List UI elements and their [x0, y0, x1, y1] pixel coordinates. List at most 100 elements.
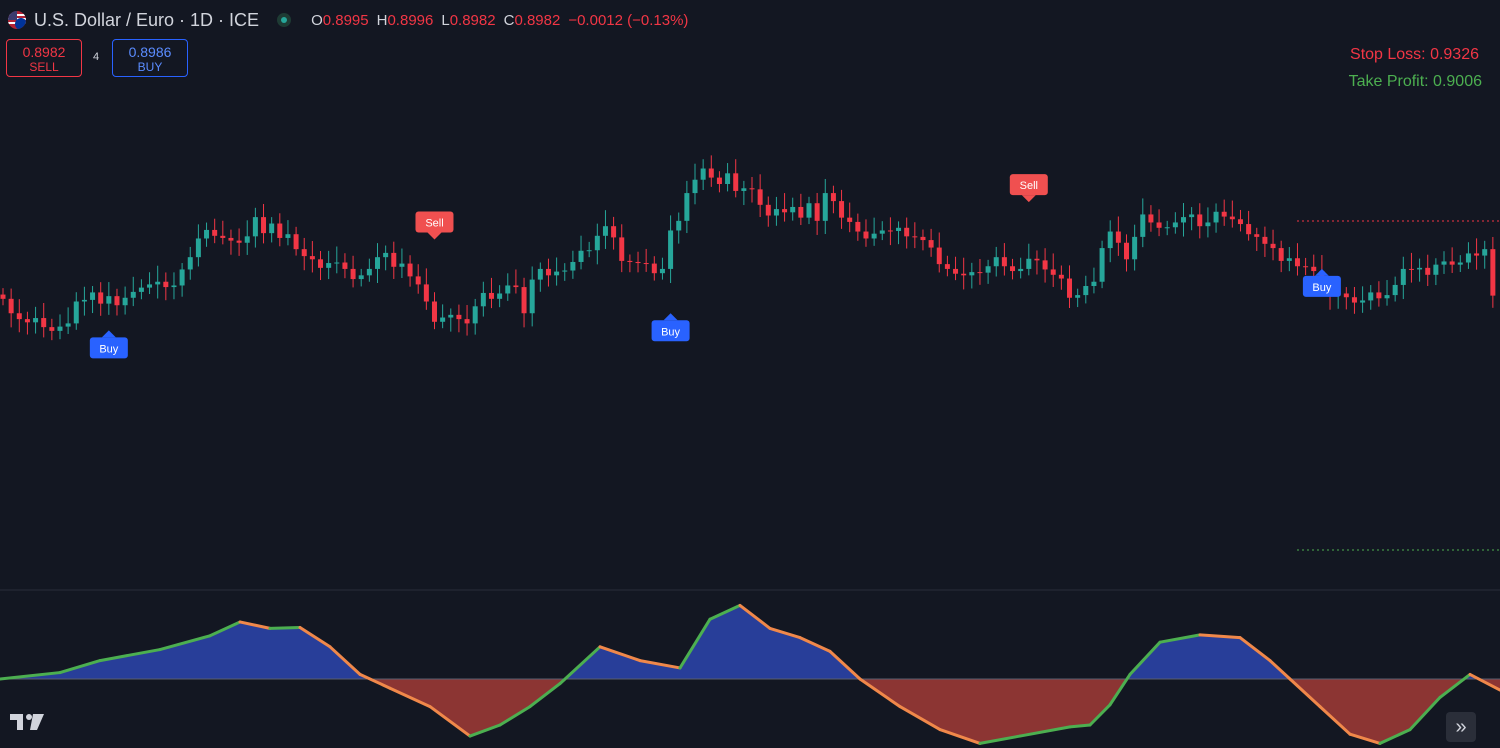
sell-signal-marker[interactable]: Sell: [1009, 174, 1048, 203]
candle-body: [301, 249, 307, 257]
buy-signal-marker[interactable]: Buy: [651, 313, 690, 342]
oscillator-line-segment: [1288, 677, 1322, 709]
buy-signal-marker[interactable]: Buy: [1302, 268, 1341, 297]
candle: [155, 265, 161, 299]
candle: [912, 222, 918, 249]
candle-body: [90, 292, 96, 300]
candle: [505, 273, 511, 301]
oscillator-line-segment: [1378, 728, 1412, 745]
candle-body: [277, 223, 283, 238]
candle-body: [1164, 227, 1170, 229]
candle-body: [155, 281, 161, 285]
candle-body: [830, 193, 836, 202]
candle: [122, 286, 128, 315]
candle-body: [619, 237, 625, 261]
candle-body: [497, 293, 503, 299]
stop-loss-label: Stop Loss: 0.9326: [1350, 46, 1479, 63]
signal-label: Sell: [425, 218, 443, 230]
candle-body: [1172, 222, 1178, 228]
scroll-to-realtime-button[interactable]: »: [1446, 712, 1476, 742]
oscillator-line-segment: [208, 620, 242, 638]
candle: [204, 222, 210, 247]
oscillator-pane: [0, 603, 1500, 745]
oscillator-positive-area: [0, 605, 1500, 679]
candle: [969, 262, 975, 289]
candle-body: [1221, 211, 1227, 217]
candle: [1343, 287, 1349, 310]
candle: [138, 279, 144, 300]
oscillator-line-segment: [638, 659, 682, 670]
candle: [1433, 258, 1439, 286]
candle: [244, 220, 250, 255]
oscillator-line-segment: [938, 728, 982, 745]
candle: [700, 159, 706, 190]
candle: [643, 248, 649, 272]
candle: [1237, 209, 1243, 232]
candle-body: [1482, 249, 1488, 256]
candle: [1351, 286, 1357, 314]
sell-signal-marker[interactable]: Sell: [415, 211, 454, 240]
candle-body: [887, 230, 893, 232]
candle-body: [1148, 214, 1154, 223]
candle-body: [871, 233, 877, 239]
candle-body: [1067, 278, 1073, 298]
candle: [887, 217, 893, 246]
candle-body: [879, 230, 885, 234]
buy-signal-marker[interactable]: Buy: [89, 330, 128, 359]
candle-body: [863, 231, 869, 239]
tradingview-logo-icon[interactable]: [10, 712, 46, 737]
candle: [733, 159, 739, 198]
market-status-icon[interactable]: [277, 13, 292, 27]
sell-button[interactable]: 0.8982 SELL: [6, 39, 82, 77]
candle-body: [326, 263, 332, 268]
candle-body: [847, 217, 853, 222]
candle: [1221, 199, 1227, 226]
candle: [114, 288, 120, 316]
candle-body: [716, 177, 722, 184]
candle-body: [1384, 295, 1390, 299]
candle-body: [57, 326, 63, 331]
candle: [448, 308, 454, 332]
candle-body: [1091, 281, 1097, 287]
candle-body: [920, 236, 926, 241]
candle: [1140, 198, 1146, 248]
oscillator-negative-area: [0, 679, 1500, 744]
candle-body: [1474, 253, 1480, 256]
oscillator-line-segment: [428, 705, 472, 738]
candle: [1034, 250, 1040, 275]
candle: [1010, 258, 1016, 280]
candle: [1164, 220, 1170, 236]
buy-price: 0.8986: [128, 44, 172, 60]
candle-body: [936, 247, 942, 265]
candle-body: [1262, 236, 1268, 244]
candle: [301, 237, 307, 271]
candle-body: [1490, 249, 1496, 296]
candle-body: [1286, 258, 1292, 261]
signal-label: Buy: [1312, 282, 1331, 294]
signal-label: Buy: [99, 343, 118, 355]
symbol-title[interactable]: U.S. Dollar / Euro · 1D · ICE: [34, 9, 260, 30]
candle: [708, 155, 714, 187]
candle: [1107, 220, 1113, 263]
quantity-value[interactable]: 4: [93, 51, 100, 63]
candle: [1075, 288, 1081, 308]
candle: [1262, 226, 1268, 257]
candle-body: [1115, 231, 1121, 243]
candle-body: [33, 318, 39, 323]
oscillator-line-segment: [978, 734, 1022, 745]
candle-body: [904, 227, 910, 237]
buy-button[interactable]: 0.8986 BUY: [112, 39, 188, 77]
sell-price: 0.8982: [22, 44, 66, 60]
oscillator-line-segment: [468, 723, 502, 738]
close-label: C: [503, 11, 515, 29]
candle-body: [1449, 261, 1455, 265]
oscillator-line-segment: [98, 648, 162, 663]
low-label: L: [441, 11, 450, 29]
candle-body: [1107, 231, 1113, 249]
candle-body: [1425, 267, 1431, 275]
candle: [488, 277, 494, 309]
oscillator-line-segment: [528, 682, 562, 709]
oscillator-line-segment: [1268, 659, 1292, 681]
candle: [961, 257, 967, 290]
